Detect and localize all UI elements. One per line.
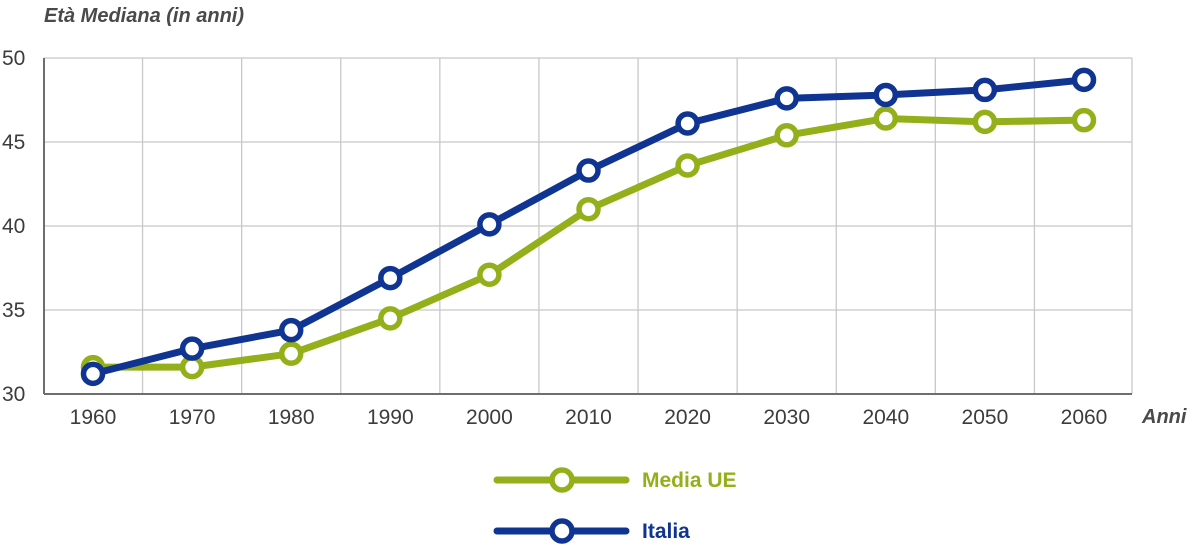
y-tick-label-45: 45 bbox=[2, 131, 25, 154]
y-tick-label-50: 50 bbox=[2, 47, 25, 70]
x-axis-title: Anni bbox=[1141, 406, 1187, 428]
x-tick-label-2050: 2050 bbox=[962, 406, 1009, 429]
x-tick-labels: 1960 1970 1980 1990 2000 2010 2020 2030 2040 2050… bbox=[70, 406, 1108, 429]
x-tick-label-2030: 2030 bbox=[763, 406, 810, 429]
data-point-italia-2030 bbox=[774, 86, 799, 111]
data-point-italia-2050 bbox=[972, 77, 998, 103]
legend-swatch-marker-italia bbox=[549, 518, 575, 544]
x-tick-label-1970: 1970 bbox=[169, 406, 216, 429]
x-tick-label-2000: 2000 bbox=[466, 406, 513, 429]
series-media-ue bbox=[80, 106, 1097, 380]
data-point-italia-1960 bbox=[80, 361, 106, 387]
x-tick-label-1980: 1980 bbox=[268, 406, 315, 429]
data-point-italia-2040 bbox=[873, 82, 899, 108]
data-point-italia-1980 bbox=[278, 317, 304, 343]
y-axis-title: Età Mediana (in anni) bbox=[44, 5, 244, 27]
data-point-italia-1990 bbox=[378, 265, 403, 291]
data-point-media-ue-2060 bbox=[1071, 107, 1097, 133]
x-tick-label-1990: 1990 bbox=[367, 406, 414, 429]
legend: Media UE Italia bbox=[493, 467, 737, 544]
data-point-italia-2010 bbox=[576, 158, 601, 183]
data-point-media-ue-2010 bbox=[576, 196, 601, 222]
x-tick-label-1960: 1960 bbox=[70, 406, 117, 429]
data-point-media-ue-2030 bbox=[774, 123, 799, 148]
x-tick-label-2020: 2020 bbox=[664, 406, 711, 429]
data-point-media-ue-2000 bbox=[477, 262, 502, 287]
legend-item-media-ue: Media UE bbox=[493, 467, 737, 493]
data-point-italia-2020 bbox=[675, 111, 700, 136]
legend-item-italia: Italia bbox=[493, 518, 690, 544]
x-tick-label-2060: 2060 bbox=[1061, 406, 1108, 429]
series-layer bbox=[80, 67, 1097, 387]
data-point-media-ue-2050 bbox=[972, 109, 998, 135]
legend-label-media-ue: Media UE bbox=[642, 469, 737, 492]
data-point-italia-2060 bbox=[1071, 67, 1097, 93]
legend-swatch-marker-media-ue bbox=[549, 467, 575, 493]
series-italia bbox=[80, 67, 1097, 387]
data-point-italia-1970 bbox=[179, 336, 205, 361]
axes bbox=[43, 58, 1132, 395]
y-tick-labels: 30 35 40 45 50 bbox=[2, 47, 25, 406]
x-tick-label-2010: 2010 bbox=[565, 406, 612, 429]
x-tick-label-2040: 2040 bbox=[862, 406, 909, 429]
data-point-media-ue-2040 bbox=[873, 106, 899, 131]
data-point-media-ue-2020 bbox=[675, 153, 700, 178]
y-tick-label-35: 35 bbox=[2, 299, 25, 322]
data-point-media-ue-1980 bbox=[278, 341, 304, 366]
data-point-media-ue-1990 bbox=[378, 306, 403, 331]
legend-label-italia: Italia bbox=[642, 520, 690, 543]
y-tick-label-30: 30 bbox=[2, 383, 25, 406]
y-tick-label-40: 40 bbox=[2, 215, 25, 238]
data-point-italia-2000 bbox=[477, 212, 502, 237]
